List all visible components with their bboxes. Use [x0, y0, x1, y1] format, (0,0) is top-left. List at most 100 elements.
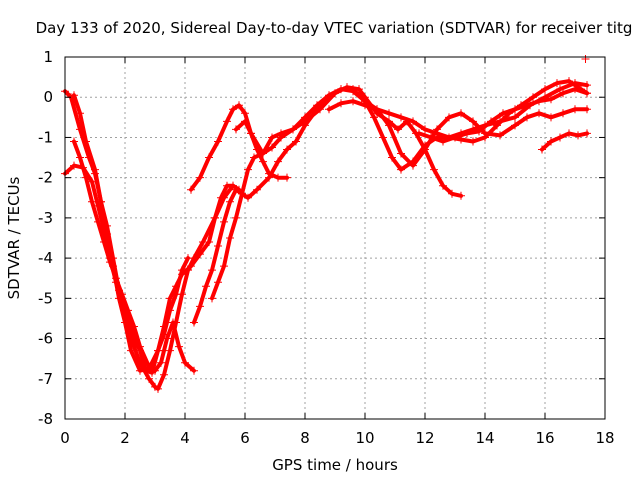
- y-tick-label: -5: [38, 289, 53, 307]
- data-point: [409, 161, 417, 170]
- data-point: [190, 366, 198, 375]
- data-point: [301, 117, 309, 126]
- x-tick-label: 16: [535, 429, 554, 447]
- data-point: [214, 242, 222, 251]
- data-point: [247, 129, 255, 138]
- data-point: [439, 137, 447, 146]
- y-tick-label: -8: [38, 410, 53, 428]
- data-point: [511, 105, 519, 114]
- data-point: [313, 101, 321, 110]
- data-point: [337, 99, 345, 108]
- data-point: [94, 201, 102, 210]
- x-tick-label: 18: [595, 429, 614, 447]
- data-point: [355, 85, 363, 94]
- data-point: [244, 165, 252, 174]
- series-arc-10: [415, 85, 591, 146]
- data-point: [145, 374, 153, 383]
- series-line: [63, 163, 235, 375]
- data-point: [241, 117, 249, 126]
- data-point: [379, 133, 387, 142]
- data-point: [76, 109, 84, 118]
- data-point: [541, 85, 549, 94]
- data-point: [415, 129, 423, 138]
- data-point: [136, 342, 144, 351]
- data-point: [427, 133, 435, 142]
- data-point: [175, 342, 183, 351]
- data-point: [154, 384, 162, 393]
- data-point: [70, 137, 78, 146]
- y-tick-label: -3: [38, 209, 53, 227]
- data-point: [178, 270, 186, 279]
- data-point: [388, 153, 396, 162]
- data-point: [397, 165, 405, 174]
- data-point: [274, 157, 282, 166]
- data-point: [553, 79, 561, 88]
- data-point: [223, 117, 231, 126]
- data-point: [373, 105, 381, 114]
- data-point: [214, 278, 222, 287]
- x-tick-label: 10: [355, 429, 374, 447]
- data-point: [253, 185, 261, 194]
- data-point: [274, 173, 282, 182]
- data-point: [82, 173, 90, 182]
- data-point: [277, 129, 285, 138]
- data-point: [331, 89, 339, 98]
- data-point: [163, 334, 171, 343]
- data-point: [571, 105, 579, 114]
- data-point: [232, 185, 240, 194]
- data-point: [325, 105, 333, 114]
- data-point: [70, 91, 78, 100]
- data-point: [208, 294, 216, 303]
- series-arc-4: [70, 137, 198, 375]
- data-point: [361, 93, 369, 102]
- data-point: [151, 366, 159, 375]
- data-layer: [61, 55, 591, 393]
- data-point: [181, 358, 189, 367]
- data-point: [88, 177, 96, 186]
- data-point: [178, 290, 186, 299]
- data-point: [118, 290, 126, 299]
- data-point: [511, 113, 519, 122]
- data-point: [166, 294, 174, 303]
- data-point: [244, 193, 252, 202]
- data-point: [160, 322, 168, 331]
- series-arc-11: [538, 129, 591, 154]
- data-point: [535, 97, 543, 106]
- data-point: [565, 129, 573, 138]
- data-point: [565, 77, 573, 86]
- data-point: [463, 129, 471, 138]
- x-tick-label: 6: [240, 429, 250, 447]
- data-point: [172, 282, 180, 291]
- data-point: [559, 109, 567, 118]
- data-point: [88, 197, 96, 206]
- series-arc-8: [232, 83, 465, 200]
- data-point: [385, 121, 393, 130]
- data-point: [445, 113, 453, 122]
- data-point: [475, 127, 483, 136]
- data-point: [547, 113, 555, 122]
- data-point: [220, 217, 228, 226]
- y-tick-label: 0: [43, 88, 53, 106]
- data-point: [238, 189, 246, 198]
- data-point: [448, 189, 456, 198]
- data-point: [496, 131, 504, 140]
- series-arc-7: [208, 77, 591, 303]
- data-point: [556, 133, 564, 142]
- data-point: [169, 318, 177, 327]
- series-line: [210, 79, 589, 301]
- data-point: [556, 85, 564, 94]
- data-point: [583, 129, 591, 138]
- data-point: [196, 173, 204, 182]
- data-point: [166, 346, 174, 355]
- data-point: [202, 282, 210, 291]
- data-point: [523, 101, 531, 110]
- series-arc-9: [325, 97, 591, 170]
- y-tick-label: -7: [38, 370, 53, 388]
- data-point: [232, 213, 240, 222]
- series-line: [189, 103, 289, 192]
- data-point: [499, 109, 507, 118]
- data-point: [581, 55, 590, 64]
- data-point: [511, 121, 519, 130]
- data-point: [289, 125, 297, 134]
